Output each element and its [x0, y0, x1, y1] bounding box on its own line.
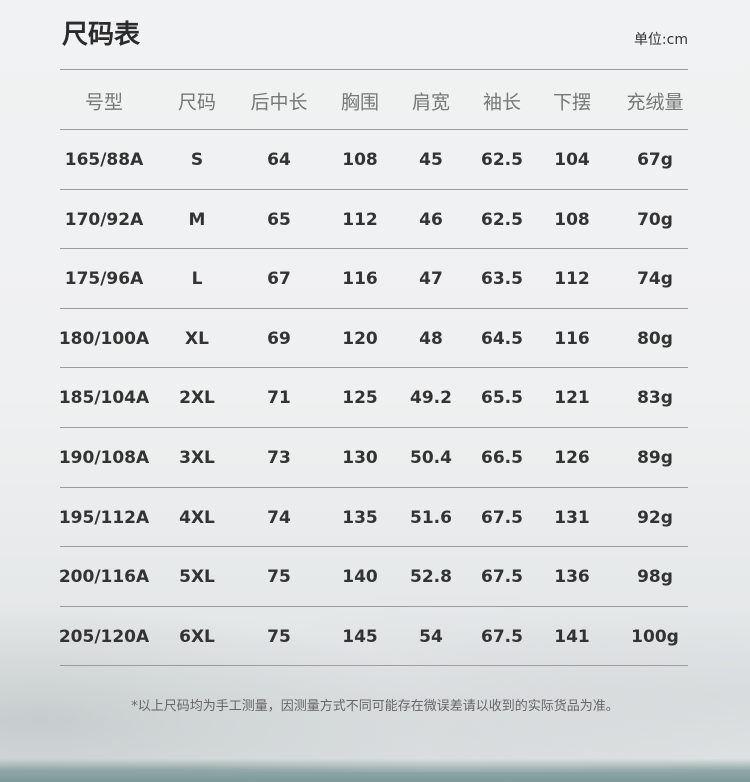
table-divider	[60, 248, 688, 249]
table-cell: XL	[185, 328, 209, 349]
column-header: 下摆	[552, 91, 592, 114]
table-divider	[60, 367, 688, 368]
table-cell: 104	[554, 150, 590, 170]
table-cell: 120	[342, 328, 378, 349]
table-cell: 108	[342, 150, 378, 170]
table-cell: 116	[342, 269, 378, 290]
table-cell: 4XL	[179, 507, 215, 528]
table-cell: 141	[554, 626, 590, 647]
table-cell: 64	[267, 150, 291, 170]
table-cell: 135	[342, 507, 378, 528]
table-cell: 131	[554, 507, 590, 528]
table-cell: 195/112A	[58, 507, 150, 528]
table-cell: 190/108A	[58, 448, 150, 468]
table-cell: 54	[419, 626, 443, 647]
table-cell: 3XL	[179, 448, 215, 468]
table-cell: 63.5	[481, 269, 523, 290]
table-cell: 98g	[637, 567, 673, 588]
table-cell: 136	[554, 567, 590, 588]
table-divider	[60, 665, 688, 666]
table-cell: 70g	[637, 209, 673, 230]
table-cell: 66.5	[481, 448, 523, 468]
table-cell: 67.5	[481, 567, 523, 588]
table-cell: 126	[554, 448, 590, 468]
table-cell: 92g	[637, 507, 673, 528]
table-cell: 175/96A	[64, 269, 144, 290]
table-cell: 49.2	[410, 388, 452, 409]
table-divider	[60, 427, 688, 428]
table-cell: 71	[267, 388, 291, 409]
table-divider	[60, 606, 688, 607]
table-divider	[60, 189, 688, 190]
footnote: *以上尺码均为手工测量，因测量方式不同可能存在微误差请以收到的实际货品为准。	[131, 699, 619, 714]
table-cell: 180/100A	[58, 328, 150, 349]
table-cell: 48	[419, 328, 443, 349]
column-header: 胸围	[340, 91, 380, 114]
table-cell: 51.6	[410, 507, 452, 528]
column-header: 号型	[84, 91, 124, 114]
table-cell: 145	[342, 626, 378, 647]
table-cell: 62.5	[481, 150, 523, 170]
table-cell: 47	[419, 269, 443, 290]
table-cell: 165/88A	[64, 150, 144, 170]
table-cell: 67.5	[481, 626, 523, 647]
table-cell: 50.4	[410, 448, 452, 468]
table-cell: 64.5	[481, 328, 523, 349]
page-title: 尺码表	[62, 20, 141, 50]
column-header: 袖长	[482, 91, 522, 114]
table-cell: 130	[342, 448, 378, 468]
table-cell: L	[191, 269, 203, 290]
table-cell: 140	[342, 567, 378, 588]
table-divider	[60, 308, 688, 309]
column-header: 尺码	[177, 91, 217, 114]
table-cell: 73	[267, 448, 291, 468]
table-divider	[60, 69, 688, 70]
table-cell: 62.5	[481, 209, 523, 230]
table-cell: 108	[554, 209, 590, 230]
table-cell: 52.8	[410, 567, 452, 588]
table-divider	[60, 487, 688, 488]
table-cell: 75	[267, 567, 291, 588]
table-cell: 67.5	[481, 507, 523, 528]
table-cell: 46	[419, 209, 443, 230]
column-header: 充绒量	[626, 91, 684, 114]
table-cell: 112	[554, 269, 590, 290]
table-cell: 112	[342, 209, 378, 230]
table-divider	[60, 129, 688, 130]
table-cell: S	[190, 150, 204, 170]
table-cell: 116	[554, 328, 590, 349]
table-cell: 170/92A	[64, 209, 144, 230]
table-cell: 125	[342, 388, 378, 409]
table-divider	[60, 546, 688, 547]
table-cell: 65.5	[481, 388, 523, 409]
table-cell: 80g	[637, 328, 673, 349]
table-cell: 5XL	[179, 567, 215, 588]
unit-label: 单位:cm	[633, 32, 688, 48]
table-cell: 75	[267, 626, 291, 647]
table-cell: 6XL	[179, 626, 215, 647]
table-cell: 2XL	[179, 388, 215, 409]
table-cell: 185/104A	[58, 388, 150, 409]
table-cell: 45	[419, 150, 443, 170]
table-cell: 121	[554, 388, 590, 409]
table-cell: 205/120A	[58, 626, 150, 647]
table-cell: 83g	[637, 388, 673, 409]
background-mist	[0, 512, 750, 772]
table-cell: 200/116A	[58, 567, 150, 588]
table-cell: 67g	[637, 150, 673, 170]
table-cell: M	[188, 209, 206, 230]
table-cell: 74	[267, 507, 291, 528]
table-cell: 74g	[637, 269, 673, 290]
column-header: 肩宽	[411, 91, 451, 114]
table-cell: 69	[267, 328, 291, 349]
table-cell: 89g	[637, 448, 673, 468]
table-cell: 65	[267, 209, 291, 230]
table-cell: 100g	[631, 626, 679, 647]
table-cell: 67	[267, 269, 291, 290]
column-header: 后中长	[250, 91, 308, 114]
